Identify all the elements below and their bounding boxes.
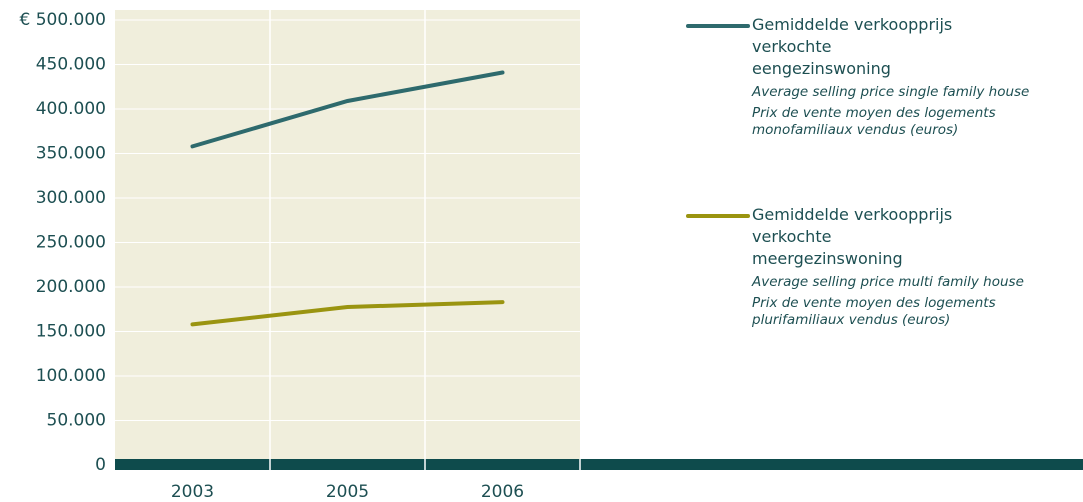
legend-label: Gemiddelde verkoopprijs verkochte meerge… [752,205,953,268]
plot-background [115,10,580,465]
y-tick-label: € 500.000 [19,10,106,30]
y-tick-label: 250.000 [36,233,106,253]
y-tick-label: 0 [95,455,106,475]
y-tick-label: 200.000 [36,277,106,297]
y-tick-label: 150.000 [36,322,106,342]
y-tick-label: 450.000 [36,55,106,75]
x-tick-label: 2003 [171,482,214,502]
series-line [190,70,505,149]
x-tick-label: 2006 [481,482,524,502]
legend-description: Prix de vente moyen des logements monofa… [752,105,996,138]
y-tick-label: 50.000 [47,411,106,431]
legend-entry: Gemiddelde verkoopprijs verkochte eengez… [752,14,1083,139]
legend-entry: Gemiddelde verkoopprijs verkochte meerge… [752,204,1083,329]
y-tick-label: 400.000 [36,99,106,119]
x-tick-label: 2005 [326,482,369,502]
legend-description: Average selling price single family hous… [752,84,1030,100]
y-tick-label: 350.000 [36,144,106,164]
legend-label: Gemiddelde verkoopprijs verkochte eengez… [752,15,953,78]
legend-description: Prix de vente moyen des logements plurif… [752,295,996,328]
y-tick-label: 100.000 [36,366,106,386]
y-tick-label: 300.000 [36,188,106,208]
series-line [190,300,505,327]
legend-description: Average selling price multi family house [752,274,1024,290]
x-axis-bar [115,459,1083,470]
